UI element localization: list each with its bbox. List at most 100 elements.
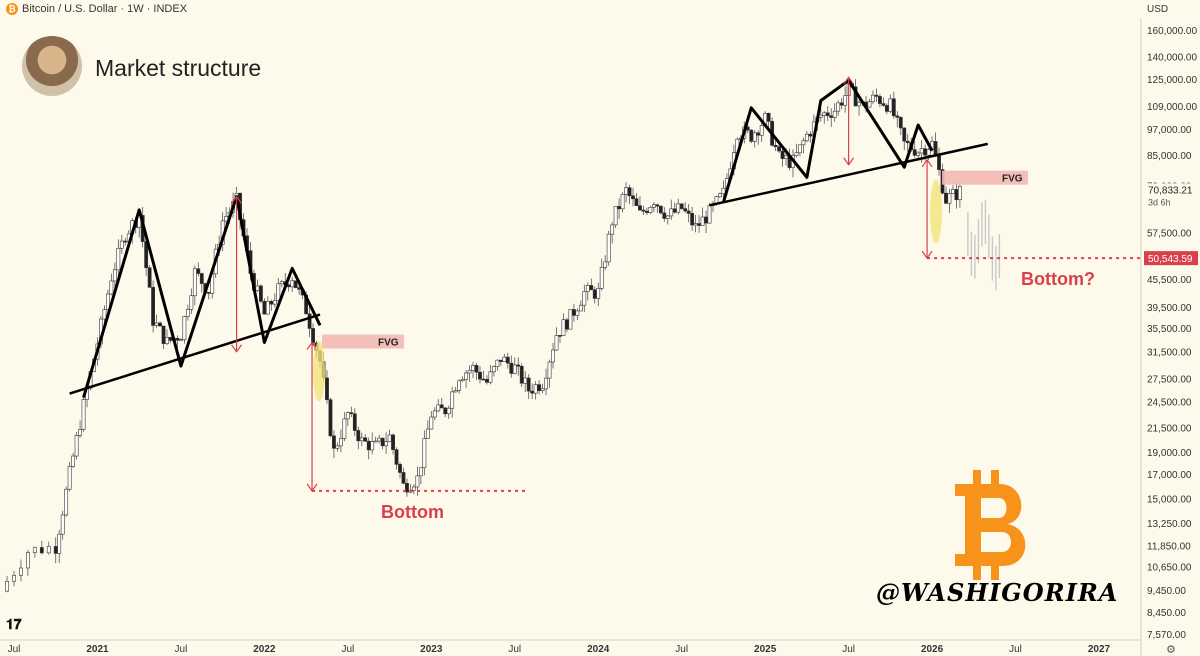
candle-body [78, 429, 82, 436]
candle-body [627, 187, 632, 197]
candle-body [26, 552, 30, 569]
candle-body [857, 102, 861, 107]
bottom-question-label: Bottom? [1021, 269, 1095, 289]
measured-move-drop-2026-tail [921, 158, 933, 168]
candle-body [71, 455, 76, 467]
candle-body [651, 204, 656, 208]
candle-body [551, 349, 555, 363]
highlight-2022 [313, 341, 326, 402]
candle-body [492, 366, 496, 373]
candle-body [450, 391, 455, 409]
y-tick-label: 15,000.00 [1147, 495, 1192, 506]
candle-body [57, 533, 62, 554]
candle-body [582, 291, 587, 306]
candle-body [606, 233, 611, 263]
candle-body [345, 412, 350, 420]
candle-body [109, 280, 114, 295]
candle-body [74, 435, 79, 457]
candle-body [457, 380, 462, 391]
candle-body [843, 95, 848, 106]
candle-body [272, 300, 277, 305]
settings-gear-icon[interactable]: ⚙ [1166, 644, 1176, 656]
x-tick-label: 2025 [754, 644, 777, 655]
candle-body [460, 379, 465, 382]
candle-body [471, 365, 475, 371]
bitcoin-logo-icon [955, 470, 1026, 580]
y-tick-label: 19,000.00 [1147, 448, 1192, 459]
y-tick-label: 85,000.00 [1147, 151, 1192, 162]
x-tick-label: Jul [675, 644, 688, 655]
candle-body [64, 488, 69, 516]
candle-body [338, 438, 343, 447]
y-tick-label: 140,000.00 [1147, 52, 1197, 63]
target-price-label: 50,543.59 [1148, 254, 1193, 265]
candle-body [53, 546, 58, 554]
candle-body [617, 206, 621, 210]
candle-body [373, 440, 378, 443]
candle-body [704, 216, 708, 224]
candle-body [265, 301, 270, 315]
candle-body [453, 390, 458, 393]
candle-body [554, 335, 559, 351]
candle-body [415, 475, 420, 488]
candle-body [418, 467, 423, 477]
time-axis: Jul 2021 Jul 2022 Jul 2023 Jul 2024 Jul 2025 Jul 20… [8, 644, 1111, 655]
fvg-label: FVG [378, 338, 399, 349]
x-tick-label: 2022 [253, 644, 276, 655]
candle-body [123, 240, 128, 243]
symbol-label: Bitcoin / U.S. Dollar · 1W · INDEX [22, 3, 188, 15]
x-tick-label: 2024 [587, 644, 610, 655]
author-watermark: @WASHIGORIRA [876, 578, 1119, 607]
x-tick-label: 2023 [420, 644, 443, 655]
candle-body [679, 203, 684, 209]
candle-body [279, 281, 284, 285]
candle-body [199, 273, 204, 284]
candle-body [495, 359, 500, 367]
currency-label[interactable]: USD [1147, 4, 1169, 15]
candle-body [530, 390, 535, 394]
candle-body [784, 155, 788, 159]
candle-body [446, 407, 451, 415]
candle-body [759, 125, 764, 136]
candle-body [825, 112, 830, 117]
candle-body [912, 149, 917, 156]
chart-annotations: FVG FVG Bottom Bottom? [231, 76, 1141, 522]
x-tick-label: Jul [175, 644, 188, 655]
candle-body [756, 132, 761, 136]
candle-body [804, 133, 809, 142]
candle-body [464, 372, 468, 380]
candle-body [46, 546, 51, 554]
candle-body [165, 337, 169, 344]
candle-body [185, 309, 190, 317]
candle-body [589, 285, 594, 291]
bottom-label: Bottom [381, 502, 444, 522]
candle-body [818, 114, 823, 118]
candle-body [822, 112, 827, 116]
candle-body [891, 98, 896, 117]
candle-body [116, 247, 121, 271]
candle-body [269, 301, 274, 305]
candle-body [158, 322, 162, 327]
candle-body [429, 416, 434, 430]
candle-body [370, 441, 375, 451]
candle-body [488, 371, 493, 383]
candle-body [377, 437, 382, 442]
candle-body [561, 319, 566, 336]
candle-body [436, 404, 441, 412]
candle-body [881, 103, 886, 106]
candle-body [485, 379, 489, 383]
candle-body [359, 437, 364, 442]
candle-body [182, 316, 187, 340]
symbol-header: ₿ Bitcoin / U.S. Dollar · 1W · INDEX [6, 3, 187, 15]
tradingview-logo-icon[interactable]: 𝟏𝟕 [6, 616, 22, 632]
candle-body [544, 377, 548, 390]
candle-body [721, 187, 726, 195]
candle-body [585, 285, 590, 292]
x-tick-label: Jul [508, 644, 521, 655]
candle-body [502, 356, 507, 362]
candle-body [509, 362, 514, 374]
candle-body [836, 102, 841, 112]
candle-body [902, 127, 907, 142]
candle-body [349, 412, 354, 415]
